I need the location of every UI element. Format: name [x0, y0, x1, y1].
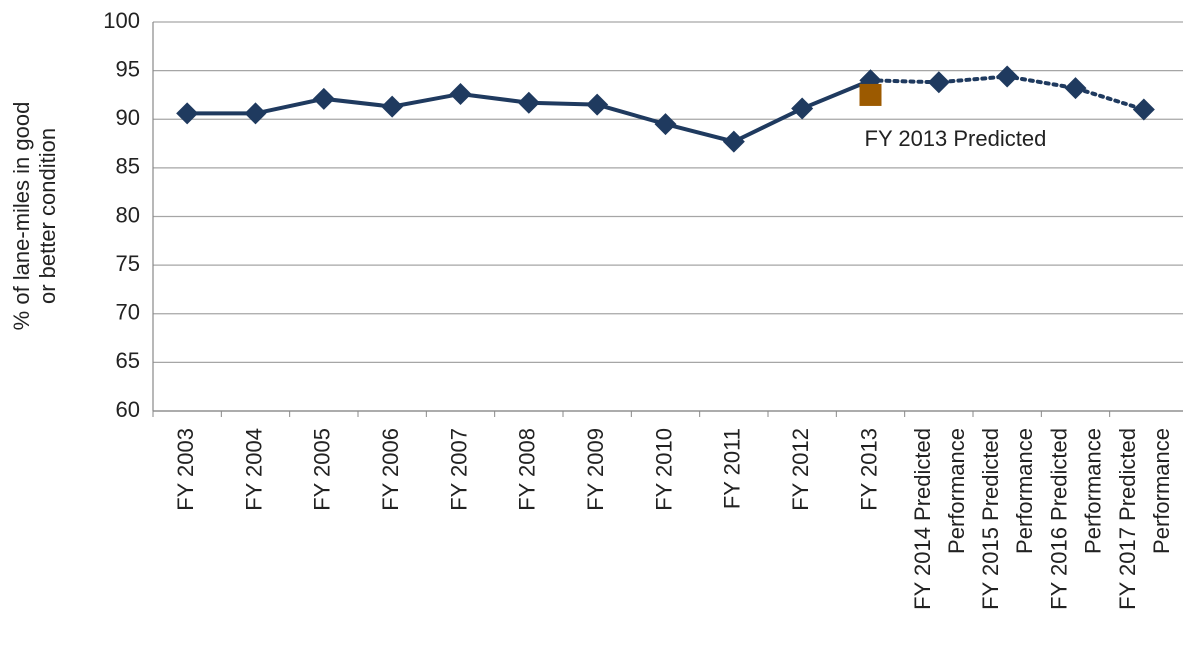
x-tick-label: FY 2014 Predicted Performance — [910, 428, 969, 610]
x-tick-label: FY 2004 — [241, 428, 266, 511]
marker — [654, 113, 677, 136]
x-tick-label: FY 2016 Predicted Performance — [1046, 428, 1105, 610]
y-tick-label: 80 — [116, 202, 140, 227]
x-tick-label: FY 2007 — [446, 428, 471, 511]
marker — [1064, 77, 1087, 100]
marker — [859, 83, 882, 106]
marker — [722, 130, 745, 153]
y-tick-label: 85 — [116, 154, 140, 179]
marker — [244, 102, 267, 125]
x-tick-label: FY 2008 — [515, 428, 540, 511]
marker — [996, 65, 1019, 88]
y-tick-label: 75 — [116, 251, 140, 276]
marker — [791, 97, 814, 120]
y-tick-label: 100 — [103, 8, 140, 33]
x-tick-label: FY 2009 — [583, 428, 608, 511]
x-tick-label: FY 2003 — [173, 428, 198, 511]
annotation: FY 2013 Predicted — [865, 126, 1047, 151]
marker — [1132, 98, 1155, 121]
marker — [176, 102, 199, 125]
x-tick-label: FY 2005 — [310, 428, 335, 511]
y-axis-label: % of lane-miles in goodor better conditi… — [9, 102, 60, 331]
marker — [517, 91, 540, 114]
y-tick-label: 60 — [116, 397, 140, 422]
x-tick-label: FY 2017 Predicted Performance — [1115, 428, 1174, 610]
y-tick-label: 65 — [116, 348, 140, 373]
y-tick-label: 90 — [116, 105, 140, 130]
x-tick-label: FY 2015 Predicted Performance — [978, 428, 1037, 610]
y-tick-label: 95 — [116, 56, 140, 81]
x-tick-label: FY 2010 — [651, 428, 676, 511]
x-tick-label: FY 2012 — [788, 428, 813, 511]
marker — [381, 95, 404, 118]
marker — [586, 93, 609, 116]
y-tick-label: 70 — [116, 300, 140, 325]
x-tick-label: FY 2011 — [720, 428, 745, 509]
marker — [312, 87, 335, 110]
marker — [449, 82, 472, 105]
x-tick-label: FY 2013 — [856, 428, 881, 511]
x-tick-label: FY 2006 — [378, 428, 403, 511]
marker — [927, 71, 950, 94]
